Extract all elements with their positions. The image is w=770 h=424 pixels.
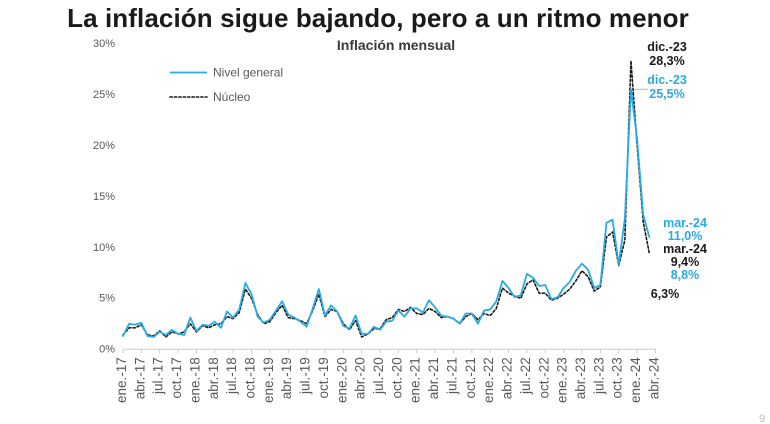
svg-text:jul.-19: jul.-19 (298, 357, 313, 395)
svg-text:ene.-18: ene.-18 (187, 357, 202, 403)
svg-text:mar.-24: mar.-24 (663, 216, 707, 230)
svg-text:ene.-21: ene.-21 (408, 357, 423, 403)
svg-text:9: 9 (759, 413, 765, 424)
svg-text:jul.-17: jul.-17 (151, 357, 166, 395)
svg-text:8,8%: 8,8% (671, 268, 700, 282)
svg-text:mar.-24: mar.-24 (663, 242, 707, 256)
svg-text:30%: 30% (93, 38, 115, 50)
svg-text:abr.-23: abr.-23 (573, 357, 588, 399)
svg-text:jul.-20: jul.-20 (371, 357, 386, 395)
svg-text:25,5%: 25,5% (649, 87, 684, 101)
svg-text:abr.-18: abr.-18 (206, 357, 221, 399)
svg-text:5%: 5% (99, 293, 115, 305)
svg-text:oct.-18: oct.-18 (243, 357, 258, 398)
svg-text:dic.-23: dic.-23 (647, 73, 687, 87)
svg-text:abr.-24: abr.-24 (646, 357, 661, 400)
svg-text:ene.-22: ene.-22 (481, 357, 496, 403)
svg-text:oct.-23: oct.-23 (610, 357, 625, 398)
svg-text:abr.-17: abr.-17 (132, 357, 147, 399)
svg-text:10%: 10% (93, 242, 115, 254)
svg-text:jul.-23: jul.-23 (591, 357, 606, 395)
svg-text:9,4%: 9,4% (671, 255, 700, 269)
svg-text:abr.-19: abr.-19 (279, 357, 294, 399)
svg-text:ene.-19: ene.-19 (261, 357, 276, 403)
svg-text:Núcleo: Núcleo (213, 90, 251, 104)
svg-text:oct.-20: oct.-20 (389, 357, 404, 398)
svg-text:jul.-18: jul.-18 (224, 357, 239, 395)
svg-text:oct.-22: oct.-22 (536, 357, 551, 398)
svg-text:ene.-24: ene.-24 (628, 357, 643, 403)
svg-text:28,3%: 28,3% (649, 54, 684, 68)
svg-text:ene.-20: ene.-20 (334, 357, 349, 403)
svg-text:ene.-23: ene.-23 (555, 357, 570, 403)
svg-text:0%: 0% (99, 344, 115, 356)
svg-text:oct.-17: oct.-17 (169, 357, 184, 398)
svg-text:Nivel general: Nivel general (213, 66, 283, 80)
svg-text:abr.-21: abr.-21 (426, 357, 441, 399)
svg-text:dic.-23: dic.-23 (647, 40, 687, 54)
svg-text:6,3%: 6,3% (651, 287, 680, 301)
svg-text:25%: 25% (93, 89, 115, 101)
svg-text:ene.-17: ene.-17 (114, 357, 129, 403)
svg-text:oct.-19: oct.-19 (316, 357, 331, 398)
svg-text:15%: 15% (93, 191, 115, 203)
svg-text:jul.-22: jul.-22 (518, 357, 533, 395)
svg-text:abr.-20: abr.-20 (353, 357, 368, 399)
svg-text:oct.-21: oct.-21 (463, 357, 478, 398)
svg-text:abr.-22: abr.-22 (500, 357, 515, 399)
svg-text:jul.-21: jul.-21 (444, 357, 459, 395)
svg-text:20%: 20% (93, 140, 115, 152)
svg-text:11,0%: 11,0% (668, 229, 703, 243)
